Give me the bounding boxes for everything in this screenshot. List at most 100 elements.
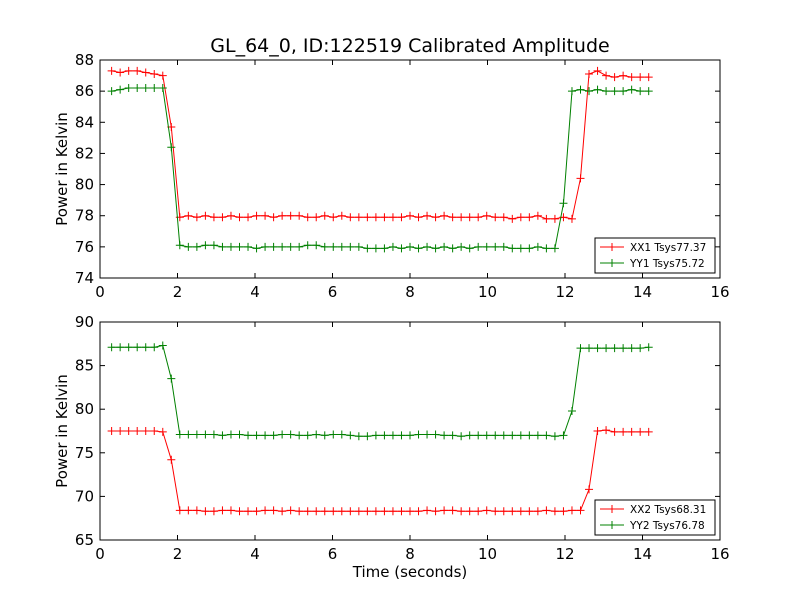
data-point-marker (576, 506, 585, 515)
data-point-marker (388, 242, 397, 251)
data-point-marker (303, 431, 312, 440)
data-point-marker (226, 430, 235, 439)
data-point-marker (329, 430, 338, 439)
data-point-marker (627, 85, 636, 94)
data-point-marker (610, 344, 619, 353)
data-point-marker (585, 70, 594, 79)
data-point-marker (167, 143, 176, 152)
data-point-marker (337, 211, 346, 220)
data-point-marker (320, 242, 329, 251)
data-point-marker (133, 84, 142, 93)
data-point-marker (585, 485, 594, 494)
data-point-marker (576, 174, 585, 183)
data-point-marker (312, 213, 321, 222)
data-point-marker (107, 427, 116, 435)
data-point-marker (448, 431, 457, 440)
data-point-marker (269, 213, 278, 222)
data-point-marker (533, 507, 542, 516)
x-tick-label-bottom: 4 (250, 545, 260, 563)
series-line (111, 344, 649, 437)
data-point-marker (303, 213, 312, 222)
legend-entry-label: XX1 Tsys77.37 (630, 242, 706, 254)
data-point-marker (482, 242, 491, 251)
data-point-marker (329, 213, 338, 222)
data-point-marker (252, 507, 261, 516)
y-tick-label-bottom: 85 (75, 357, 94, 375)
data-point-marker (116, 343, 125, 352)
data-point-marker (107, 66, 116, 75)
data-point-marker (567, 506, 576, 515)
x-tick-label-top: 4 (250, 283, 260, 301)
data-point-marker (465, 244, 474, 253)
data-point-marker (585, 87, 594, 96)
data-point-marker (550, 244, 559, 253)
legend-marker (608, 521, 616, 529)
data-point-marker (201, 241, 210, 250)
data-point-marker (337, 242, 346, 251)
data-point-marker (337, 507, 346, 516)
data-point-marker (533, 211, 542, 220)
bottom-plot: 0 2 4 6 8 10 12 14 16 65 70 75 80 85 90 Power in Kelvin… (53, 313, 730, 563)
data-point-marker (337, 430, 346, 439)
y-tick-label-top: 74 (75, 269, 94, 287)
data-point-marker (244, 242, 253, 251)
data-point-marker (107, 87, 116, 96)
data-point-marker (150, 84, 159, 93)
data-point-marker (320, 507, 329, 516)
data-point-marker (320, 211, 329, 220)
data-point-marker (371, 507, 380, 516)
data-point-marker (499, 431, 508, 440)
x-tick-label-bottom: 6 (328, 545, 338, 563)
data-point-marker (158, 71, 167, 80)
data-point-marker (141, 343, 150, 352)
data-point-marker (491, 213, 500, 222)
data-point-marker (261, 431, 270, 440)
x-axis-label: Time (seconds) (352, 563, 468, 581)
legend-box (594, 499, 716, 536)
data-point-marker (278, 430, 287, 439)
data-point-marker (525, 213, 534, 222)
data-point-marker (192, 242, 201, 251)
data-point-marker (184, 242, 193, 251)
data-point-marker (252, 431, 261, 440)
y-tick-label-top: 86 (75, 82, 94, 100)
legend-box (594, 237, 716, 274)
data-point-marker (295, 507, 304, 516)
data-point-marker (516, 213, 525, 222)
x-tick-label-top: 12 (555, 283, 574, 301)
data-point-marker (124, 84, 133, 93)
data-point-marker (567, 406, 576, 415)
data-point-marker (116, 427, 125, 435)
data-point-marker (602, 426, 611, 435)
data-point-marker (636, 427, 645, 436)
data-point-marker (593, 344, 602, 353)
data-point-marker (406, 507, 414, 516)
data-point-marker (184, 506, 193, 515)
data-point-marker (644, 427, 653, 436)
data-point-marker (627, 427, 636, 436)
data-point-marker (175, 241, 184, 250)
data-point-marker (550, 432, 559, 441)
x-tick-label-bottom: 2 (173, 545, 183, 563)
data-point-marker (448, 506, 457, 515)
data-point-marker (440, 506, 449, 515)
data-point-marker (269, 431, 278, 440)
data-point-marker (388, 213, 397, 222)
data-point-marker (388, 431, 397, 440)
top-plot: 0 2 4 6 8 10 12 14 16 74 76 78 80 82 84 86 88 Power in Ke… (53, 51, 730, 301)
data-point-marker (508, 214, 517, 223)
data-point-marker (499, 242, 508, 251)
data-point-marker (201, 507, 210, 516)
data-point-marker (499, 213, 508, 222)
y-tick-label-bottom: 65 (75, 531, 94, 549)
data-point-marker (491, 431, 500, 440)
data-point-marker (380, 213, 389, 222)
data-point-marker (278, 211, 287, 220)
data-point-marker (371, 244, 380, 253)
data-point-marker (320, 431, 329, 440)
x-tick-label-bottom: 8 (405, 545, 415, 563)
data-point-marker (167, 455, 176, 464)
data-point-marker (593, 66, 602, 75)
data-point-marker (406, 242, 414, 251)
data-point-marker (167, 374, 176, 383)
